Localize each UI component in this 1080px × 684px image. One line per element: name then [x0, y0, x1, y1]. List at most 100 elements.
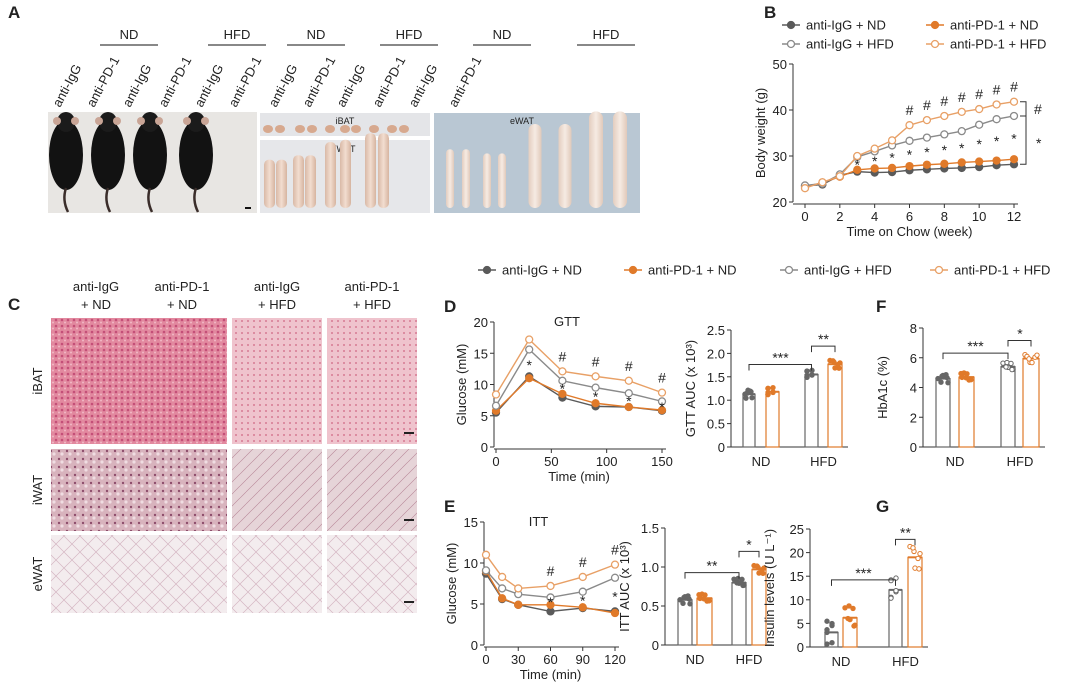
iwat-photo: iWAT	[260, 133, 430, 213]
iwat-piece	[305, 155, 316, 208]
star-mark: *	[924, 144, 930, 160]
iwat-piece	[276, 159, 287, 208]
ibat-piece	[263, 125, 273, 133]
chart-e1: E 0 5 10 15 0 30 60 90 120 Time (min) Glucose (mM) I…	[444, 497, 626, 682]
significance-bracket	[811, 345, 836, 353]
data-point	[818, 178, 827, 187]
treatment-label: anti-PD-1	[83, 54, 122, 110]
hash-mark: #	[658, 370, 666, 386]
significance-label: ***	[855, 565, 872, 581]
data-dot	[697, 595, 703, 602]
data-dot	[917, 550, 923, 557]
row-label: eWAT	[30, 557, 45, 592]
data-point	[624, 389, 633, 398]
legend-marker	[628, 265, 638, 275]
data-point	[497, 594, 507, 603]
y-tick-label: 15	[790, 569, 804, 584]
y-tick-label: 2.5	[707, 323, 725, 338]
column-label: anti-PD-1	[155, 279, 210, 294]
mouse-head	[99, 112, 117, 132]
y-tick-label: 50	[773, 57, 787, 72]
y-tick-label: 15	[474, 346, 488, 361]
data-point	[610, 608, 620, 618]
data-point	[992, 156, 1001, 165]
histology-image	[232, 449, 322, 531]
data-point	[922, 133, 932, 142]
significance-bracket	[1020, 101, 1027, 117]
hash-mark: #	[993, 81, 1001, 97]
x-tick-label: ND	[686, 652, 705, 667]
data-point	[1009, 155, 1019, 164]
data-dot	[945, 380, 951, 386]
ibat-piece	[295, 125, 305, 133]
bar	[765, 391, 780, 448]
ibat-piece	[351, 125, 361, 133]
bar	[1000, 366, 1016, 448]
data-point	[525, 345, 534, 354]
mouse-body	[49, 120, 83, 190]
scale-bar	[404, 601, 414, 603]
legend-marker	[786, 39, 796, 49]
data-point	[491, 390, 501, 399]
column-label: anti-IgG	[73, 279, 119, 294]
data-point	[870, 144, 879, 153]
star-mark: *	[907, 146, 913, 162]
data-dot	[943, 371, 949, 378]
data-dot	[824, 627, 830, 633]
significance-bracket	[684, 572, 740, 579]
data-dot	[739, 576, 745, 583]
legend: anti-IgG + ND anti-PD-1 + ND anti-IgG + HF…	[478, 263, 1050, 278]
mouse-body	[133, 120, 167, 190]
star-mark: *	[872, 153, 878, 169]
data-dot	[804, 374, 810, 381]
x-tick-label: HFD	[810, 454, 837, 469]
legend-label: anti-PD-1 + ND	[950, 18, 1039, 33]
data-point	[905, 136, 914, 145]
data-dot	[824, 618, 830, 624]
star-mark: *	[942, 142, 948, 158]
ibat-photo: iBAT	[260, 113, 430, 136]
column-label: + ND	[167, 297, 197, 312]
treatment-label: anti-PD-1	[155, 54, 194, 110]
hash-mark: #	[923, 97, 931, 113]
chart-title: ITT	[529, 514, 549, 529]
data-dot	[754, 563, 760, 569]
data-point	[591, 372, 600, 381]
histology-image	[327, 449, 417, 531]
y-tick-label: 0	[797, 640, 804, 655]
data-dot	[809, 372, 815, 378]
y-tick-label: 1.5	[707, 370, 725, 385]
x-tick-label: ND	[946, 454, 965, 469]
data-dot	[964, 371, 970, 377]
data-dot	[1029, 359, 1035, 366]
data-point	[657, 405, 667, 415]
data-point	[514, 584, 523, 593]
legend-marker	[930, 39, 940, 49]
data-point	[800, 184, 810, 193]
column-label: anti-PD-1	[345, 279, 400, 294]
y-tick-label: 0	[471, 638, 478, 653]
data-dot	[916, 566, 922, 572]
data-dot	[938, 379, 944, 385]
significance-bracket	[831, 579, 896, 586]
star-mark: *	[626, 393, 632, 409]
data-dot	[959, 374, 965, 381]
data-point	[546, 593, 555, 602]
data-point	[992, 115, 1001, 124]
data-dot	[770, 384, 776, 391]
panel-label: E	[444, 497, 455, 516]
hash-mark: #	[592, 353, 600, 369]
hash-mark: #	[611, 542, 619, 558]
y-tick-label: 2.0	[707, 346, 725, 361]
bar	[958, 376, 975, 448]
legend-marker	[930, 20, 940, 30]
histology-image	[327, 535, 417, 613]
data-point	[558, 367, 567, 376]
diet-header: HFD	[224, 27, 251, 42]
y-tick-label: 15	[464, 515, 478, 530]
iwat-piece	[365, 133, 376, 208]
star-mark: *	[855, 156, 861, 172]
histology-image	[51, 535, 141, 613]
legend-marker	[482, 265, 492, 275]
mouse-body	[91, 120, 125, 190]
